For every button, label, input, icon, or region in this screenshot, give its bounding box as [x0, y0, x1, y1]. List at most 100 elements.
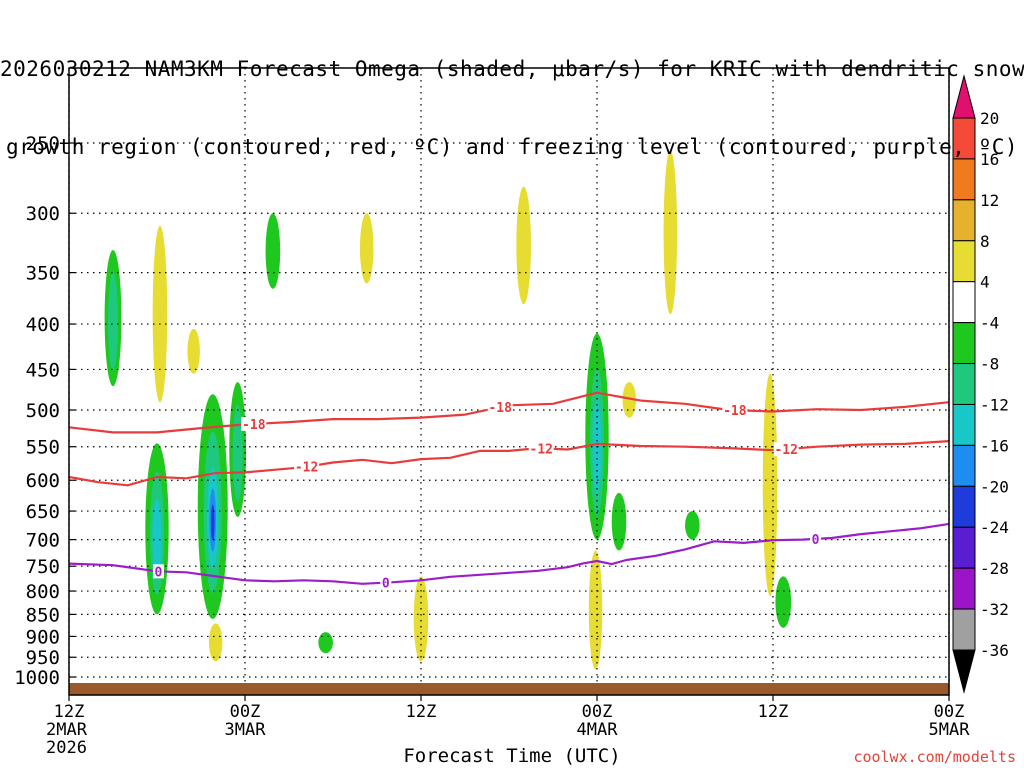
- contour-line: [68, 440, 950, 487]
- omega-cell: [588, 550, 603, 670]
- x-tick-label: 00Z: [230, 702, 261, 722]
- colorbar-label: -28: [980, 559, 1009, 578]
- colorbar-band: [952, 403, 976, 446]
- y-tick-label: 600: [26, 470, 60, 492]
- colorbar-band: [952, 199, 976, 242]
- contour-label: 0: [812, 533, 820, 548]
- y-tick-label: 800: [26, 581, 60, 603]
- x-tick-label: 12Z: [406, 702, 437, 722]
- y-tick-label: 500: [26, 400, 60, 422]
- contour-label-bg: [241, 416, 267, 431]
- contour-label: -18: [723, 404, 747, 419]
- contour-label: -12: [295, 461, 318, 476]
- contour-label: 0: [155, 565, 163, 580]
- ground-strip: [69, 683, 949, 695]
- x-axis-label: Forecast Time (UTC): [403, 745, 621, 767]
- colorbar-label: -36: [980, 641, 1009, 660]
- contour-label-bg: [487, 400, 513, 415]
- colorbar-label: -4: [980, 314, 999, 333]
- colorbar-band: [952, 526, 976, 569]
- contour-label: -18: [242, 418, 266, 433]
- omega-cell: [663, 150, 678, 315]
- colorbar-band: [952, 608, 976, 651]
- omega-cell: [762, 373, 778, 596]
- omega-cell: [187, 328, 200, 374]
- colorbar-label: 20: [980, 109, 999, 128]
- x-tick-label: 5MAR: [929, 720, 971, 740]
- omega-cell: [413, 576, 429, 662]
- y-tick-label: 850: [26, 604, 60, 626]
- contour-labels: -18 -18 -18 -12 -12 -12 0 0 0: [152, 400, 822, 592]
- x-tick-label: 2026: [46, 738, 87, 758]
- chart-title: 2026030212 NAM3KM Forecast Omega (shaded…: [0, 4, 1024, 186]
- y-tick-label: 350: [26, 263, 60, 285]
- y-tick-label: 550: [26, 437, 60, 459]
- colorbar-band: [952, 567, 976, 610]
- y-tick-label: 1000: [14, 667, 60, 689]
- colorbar-band: [952, 363, 976, 405]
- plot-frame: [68, 67, 950, 696]
- colorbar-bottom-arrow: [952, 649, 976, 694]
- omega-cell: [685, 511, 700, 540]
- x-tick-label: 00Z: [582, 702, 613, 722]
- title-line-1: 2026030212 NAM3KM Forecast Omega (shaded…: [0, 57, 1024, 81]
- colorbar-label: -32: [980, 600, 1009, 619]
- colorbar-label: -16: [980, 436, 1009, 455]
- colorbar-band: [952, 281, 976, 324]
- contour-line: [68, 522, 950, 585]
- contour-label-bg: [810, 531, 822, 546]
- omega-cell: [152, 225, 168, 403]
- y-tick-label: 900: [26, 626, 60, 648]
- colorbar-label: 12: [980, 191, 999, 210]
- omega-cell: [208, 623, 223, 662]
- colorbar-label: -24: [980, 518, 1009, 537]
- x-tick-label: 4MAR: [577, 720, 619, 740]
- omega-shading: [104, 150, 792, 670]
- colorbar-band: [952, 322, 976, 365]
- omega-cell-core: [107, 272, 119, 371]
- omega-cell: [516, 186, 531, 305]
- omega-cell-core: [232, 404, 243, 502]
- y-tick-label: 700: [26, 530, 60, 552]
- y-tick-label: 300: [26, 203, 60, 225]
- colorbar-label: -20: [980, 477, 1009, 496]
- y-axis-ticks: 2503003504004505005506006507007508008509…: [14, 133, 75, 689]
- x-tick-label: 00Z: [934, 702, 965, 722]
- y-tick-label: 400: [26, 314, 60, 336]
- colorbar-label: 4: [980, 273, 990, 292]
- x-tick-label: 12Z: [758, 702, 789, 722]
- contour-label-bg: [152, 564, 164, 579]
- colorbar-label: 8: [980, 232, 990, 251]
- omega-cell: [775, 576, 792, 628]
- colorbar-label: -12: [980, 395, 1009, 414]
- y-tick-label: 250: [26, 133, 60, 155]
- omega-cell: [265, 213, 281, 289]
- y-tick-label: 950: [26, 647, 60, 669]
- y-tick-label: 750: [26, 556, 60, 578]
- colorbar-label: 16: [980, 150, 999, 169]
- credit-link[interactable]: coolwx.com/modelts: [853, 748, 1016, 766]
- contour-label-bg: [722, 403, 748, 418]
- omega-cell: [622, 382, 637, 418]
- omega-cell: [611, 492, 627, 551]
- x-tick-label: 3MAR: [225, 720, 267, 740]
- omega-cell: [318, 632, 333, 654]
- contour-label: -12: [774, 443, 797, 458]
- contour-label: -18: [488, 401, 512, 416]
- omega-cell-core: [210, 504, 215, 541]
- contour-label-bg: [773, 442, 799, 457]
- x-tick-label: 12Z: [54, 702, 85, 722]
- contour-label-bg: [380, 575, 392, 590]
- colorbar-band: [952, 444, 976, 487]
- colorbar-label: -8: [980, 355, 999, 374]
- colorbar-band: [952, 240, 976, 283]
- contour-label-bg: [294, 459, 320, 474]
- contour-label: -12: [530, 442, 553, 457]
- y-tick-label: 450: [26, 359, 60, 381]
- omega-cell: [359, 213, 374, 284]
- x-tick-label: 2MAR: [46, 720, 88, 740]
- title-line-2: growth region (contoured, red, ºC) and f…: [5, 135, 1019, 159]
- colorbar: 20 16 12 8 4 -4 -8 -12 -16 -20 -24 -28 -32 -36: [952, 74, 1009, 694]
